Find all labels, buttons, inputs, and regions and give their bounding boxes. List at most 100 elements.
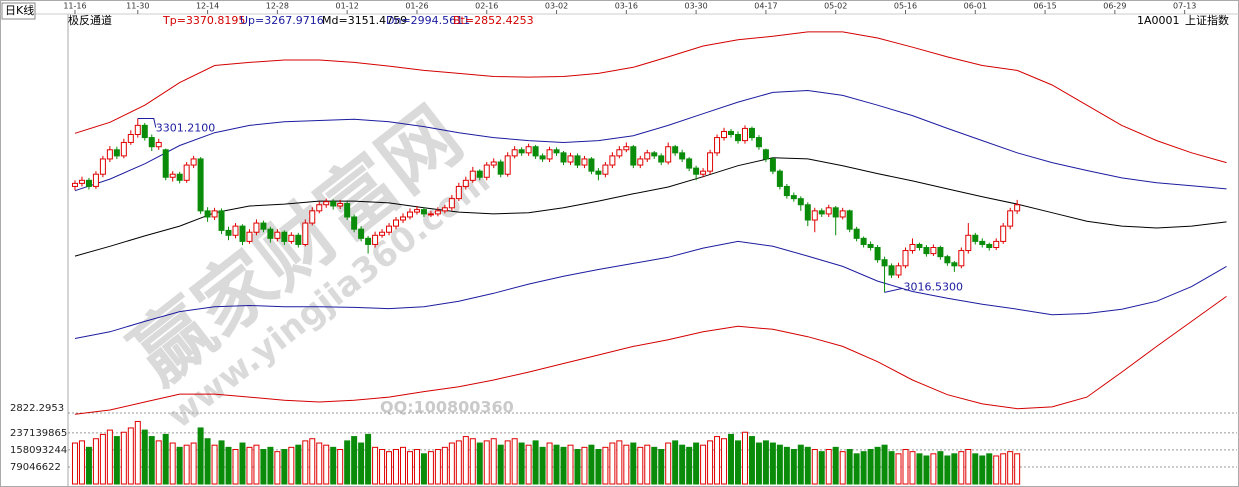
volume-bar bbox=[616, 440, 623, 485]
candle-body bbox=[176, 173, 183, 181]
candle-body bbox=[106, 149, 113, 160]
volume-bar bbox=[448, 442, 455, 485]
volume-bar bbox=[930, 453, 937, 485]
volume-bar bbox=[169, 442, 176, 485]
volume-bar bbox=[399, 446, 406, 485]
volume-bar bbox=[92, 438, 99, 485]
volume-bar bbox=[462, 436, 469, 485]
candle-body bbox=[309, 210, 316, 224]
candle-body bbox=[434, 210, 441, 215]
x-tick-label: 06-29 bbox=[1103, 2, 1126, 11]
volume-bar bbox=[965, 449, 972, 485]
volume-bar bbox=[637, 446, 644, 485]
volume-bar bbox=[916, 453, 923, 485]
volume-bar bbox=[1014, 453, 1021, 485]
volume-bar bbox=[260, 449, 267, 485]
volume-bar bbox=[497, 444, 504, 485]
candle-body bbox=[553, 149, 560, 154]
candle-body bbox=[693, 167, 700, 175]
volume-bar bbox=[979, 455, 986, 485]
candle-body bbox=[930, 247, 937, 255]
candle-body bbox=[120, 141, 127, 157]
candle-body bbox=[253, 222, 260, 233]
candle-body bbox=[804, 204, 811, 221]
volume-bar bbox=[958, 451, 965, 485]
candle-body bbox=[665, 146, 672, 163]
x-tick-label: 06-01 bbox=[964, 2, 987, 11]
volume-bar bbox=[553, 444, 560, 485]
candle-body bbox=[972, 234, 979, 242]
y-tick-label: 79046622 bbox=[10, 462, 61, 473]
volume-bar bbox=[762, 440, 769, 485]
candle-body bbox=[574, 155, 581, 166]
candle-body bbox=[783, 185, 790, 197]
volume-bar bbox=[1000, 453, 1007, 485]
indicator-name: 极反通道 bbox=[68, 13, 112, 27]
volume-bar bbox=[274, 451, 281, 485]
volume-bar bbox=[434, 449, 441, 485]
volume-bar bbox=[455, 440, 462, 485]
volume-bar bbox=[672, 440, 679, 485]
candle-body bbox=[406, 211, 413, 218]
candle-body bbox=[525, 146, 532, 154]
candle-body bbox=[734, 134, 741, 142]
candle-body bbox=[965, 234, 972, 252]
candle-body bbox=[469, 170, 476, 181]
candle-body bbox=[769, 158, 776, 172]
volume-bar bbox=[316, 442, 323, 485]
candle-body bbox=[888, 265, 895, 276]
volume-bar bbox=[358, 442, 365, 485]
volume-bar bbox=[532, 440, 539, 485]
volume-bar bbox=[679, 444, 686, 485]
x-tick-label: 12-14 bbox=[196, 2, 219, 11]
volume-bar bbox=[330, 446, 337, 485]
candle-body bbox=[874, 247, 881, 261]
annotation-line bbox=[884, 287, 903, 293]
candle-body bbox=[455, 185, 462, 200]
y-tick-label: 2822.2953 bbox=[10, 403, 64, 414]
candle-body bbox=[232, 225, 239, 236]
stock-code: 1A0001 bbox=[1137, 14, 1180, 27]
candle-body bbox=[958, 250, 965, 267]
volume-bar bbox=[707, 440, 714, 485]
volume-bar bbox=[588, 444, 595, 485]
volume-bar bbox=[825, 449, 832, 485]
candle-body bbox=[155, 141, 162, 148]
volume-bar bbox=[232, 449, 239, 485]
volume-bar bbox=[406, 451, 413, 485]
x-tick-label: 01-12 bbox=[336, 2, 359, 11]
candle-body bbox=[92, 173, 99, 187]
band-line bbox=[74, 31, 1227, 164]
candle-body bbox=[581, 158, 588, 166]
candle-body bbox=[288, 234, 295, 242]
candle-body bbox=[490, 161, 497, 166]
volume-bar bbox=[769, 442, 776, 485]
stock-name: 上证指数 bbox=[1185, 13, 1229, 27]
legend-label: Md=3151.4759 bbox=[322, 14, 407, 27]
candle-body bbox=[316, 204, 323, 212]
period[interactable]: 日K线 bbox=[5, 3, 34, 17]
candle-body bbox=[916, 243, 923, 249]
candle-body bbox=[825, 207, 832, 215]
volume-bar bbox=[309, 438, 316, 485]
candle-body bbox=[755, 137, 762, 148]
candle-body bbox=[762, 149, 769, 160]
candle-body bbox=[386, 225, 393, 233]
volume-bar bbox=[748, 436, 755, 485]
candle-body bbox=[937, 247, 944, 258]
candle-body bbox=[944, 256, 951, 264]
candle-body bbox=[832, 207, 839, 218]
period-box[interactable] bbox=[1, 2, 36, 20]
candle-body bbox=[1014, 204, 1021, 212]
candle-body bbox=[588, 158, 595, 172]
volume-bar bbox=[134, 420, 141, 485]
candle-body bbox=[134, 124, 141, 136]
candle-body bbox=[267, 228, 274, 239]
x-tick-label: 05-02 bbox=[824, 2, 847, 11]
candle-body bbox=[909, 243, 916, 252]
candle-body bbox=[85, 179, 92, 187]
volume-bar bbox=[99, 433, 106, 485]
candle-body bbox=[162, 149, 169, 178]
